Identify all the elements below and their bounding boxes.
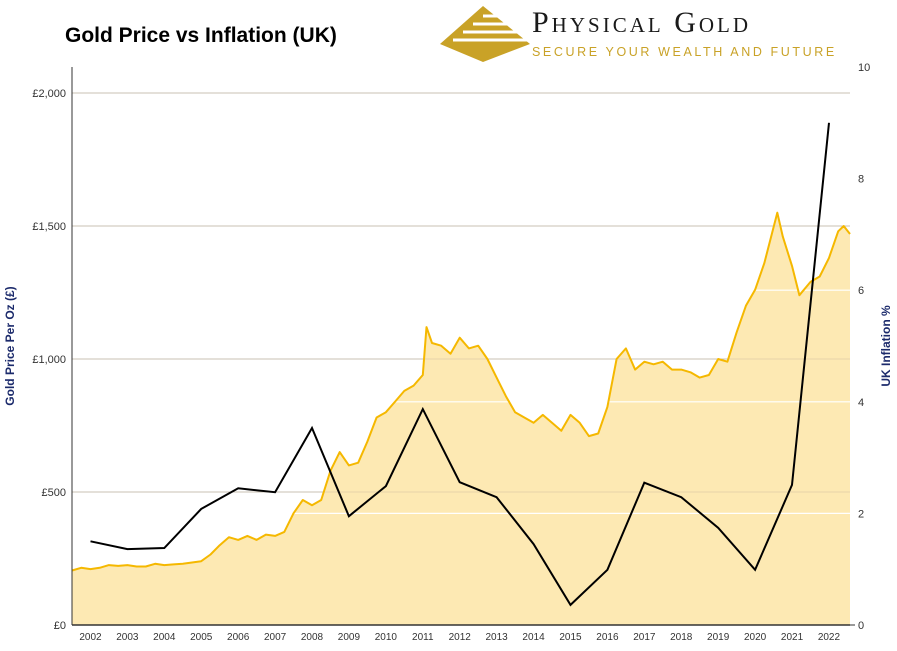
x-tick-label: 2006 — [227, 632, 250, 643]
right-tick-label: 2 — [858, 508, 864, 520]
x-tick-label: 2011 — [412, 632, 434, 643]
x-tick-label: 2009 — [338, 632, 361, 643]
x-tick-label: 2012 — [449, 632, 472, 643]
right-axis-label: UK Inflation % — [879, 305, 893, 387]
brand-tagline: SECURE YOUR WEALTH AND FUTURE — [532, 45, 837, 59]
x-tick-label: 2003 — [116, 632, 139, 643]
right-tick-label: 4 — [858, 397, 864, 409]
left-axis-label: Gold Price Per Oz (£) — [3, 286, 17, 405]
x-tick-label: 2021 — [781, 632, 804, 643]
right-tick-label: 8 — [858, 174, 864, 186]
gold-price-area — [72, 212, 850, 625]
x-tick-label: 2008 — [301, 632, 324, 643]
left-tick-label: £1,000 — [32, 354, 66, 366]
left-tick-label: £2,000 — [32, 88, 66, 100]
x-tick-label: 2005 — [190, 632, 213, 643]
x-tick-label: 2002 — [79, 632, 102, 643]
x-tick-label: 2010 — [375, 632, 398, 643]
left-tick-label: £500 — [42, 487, 66, 499]
x-tick-label: 2007 — [264, 632, 287, 643]
inflation-line — [90, 122, 830, 607]
x-tick-label: 2015 — [559, 632, 582, 643]
right-tick-label: 0 — [858, 620, 864, 632]
right-tick-label: 6 — [858, 285, 864, 297]
right-tick-label: 10 — [858, 62, 870, 74]
x-tick-label: 2022 — [818, 632, 841, 643]
x-tick-label: 2019 — [707, 632, 730, 643]
brand-name: Physical Gold — [532, 6, 752, 39]
x-tick-label: 2004 — [153, 632, 176, 643]
x-tick-label: 2014 — [522, 632, 545, 643]
left-tick-label: £1,500 — [32, 221, 66, 233]
pyramid-logo-icon — [440, 6, 530, 62]
left-tick-label: £0 — [54, 620, 66, 632]
x-tick-label: 2017 — [633, 632, 656, 643]
x-tick-label: 2020 — [744, 632, 767, 643]
x-tick-label: 2016 — [596, 632, 619, 643]
x-tick-label: 2018 — [670, 632, 693, 643]
x-tick-label: 2013 — [486, 632, 509, 643]
chart-title: Gold Price vs Inflation (UK) — [65, 24, 337, 47]
gold-price-line — [71, 211, 851, 572]
